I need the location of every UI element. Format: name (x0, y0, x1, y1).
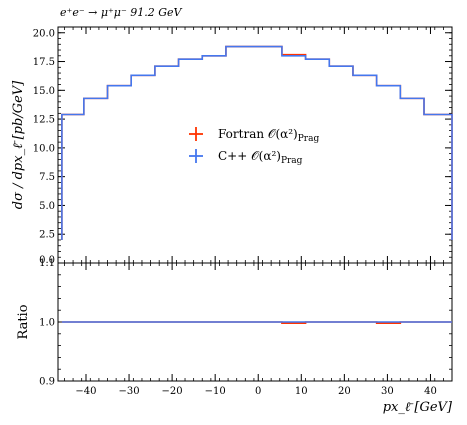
y-tick-label: 17.5 (33, 57, 55, 68)
ratio-y-tick-label-top: 1.1 (39, 258, 55, 269)
legend-entry-cpp: C++ 𝒪(α²)Prag (218, 149, 303, 166)
x-tick-label: −20 (162, 386, 183, 397)
x-tick-label: −10 (205, 386, 226, 397)
x-tick-label: 0 (255, 386, 261, 397)
x-tick-label: 30 (381, 386, 394, 397)
x-tick-label: −40 (75, 386, 96, 397)
legend-subscript: Prag (281, 156, 303, 166)
ratio-y-tick-label: 0.9 (39, 377, 55, 388)
y-tick-label-zero: 0.0 (39, 255, 55, 266)
ratio-y-tick-label: 1.0 (39, 318, 55, 329)
y-tick-label: 20.0 (33, 28, 55, 39)
main-panel-frame (57, 26, 453, 264)
histogram-line-fortran (61, 45, 453, 240)
x-tick-label: 20 (338, 386, 351, 397)
x-tick-label: 40 (424, 386, 437, 397)
x-tick-label: 10 (295, 386, 308, 397)
legend-entry-fortran: Fortran 𝒪(α²)Prag (218, 127, 319, 144)
y-tick-label: 7.5 (39, 172, 55, 183)
y-tick-label: 12.5 (33, 115, 55, 126)
y-tick-label: 5.0 (39, 201, 55, 212)
histogram-line-cpp (61, 45, 453, 240)
y-tick-label: 15.0 (33, 86, 55, 97)
ratio-y-axis-label: Ratio (16, 304, 31, 339)
x-axis-label: px_ℓ̄ [GeV] (383, 400, 453, 415)
y-tick-label: 2.5 (39, 230, 55, 241)
chart-title: e⁺e⁻ → μ⁺μ⁻ 91.2 GeV (60, 6, 183, 19)
x-tick-label: −30 (118, 386, 139, 397)
legend-subscript: Prag (298, 134, 320, 144)
y-axis-label: dσ / dpx_ℓ̄ [pb/GeV] (11, 80, 26, 209)
y-tick-label: 10.0 (33, 143, 55, 154)
